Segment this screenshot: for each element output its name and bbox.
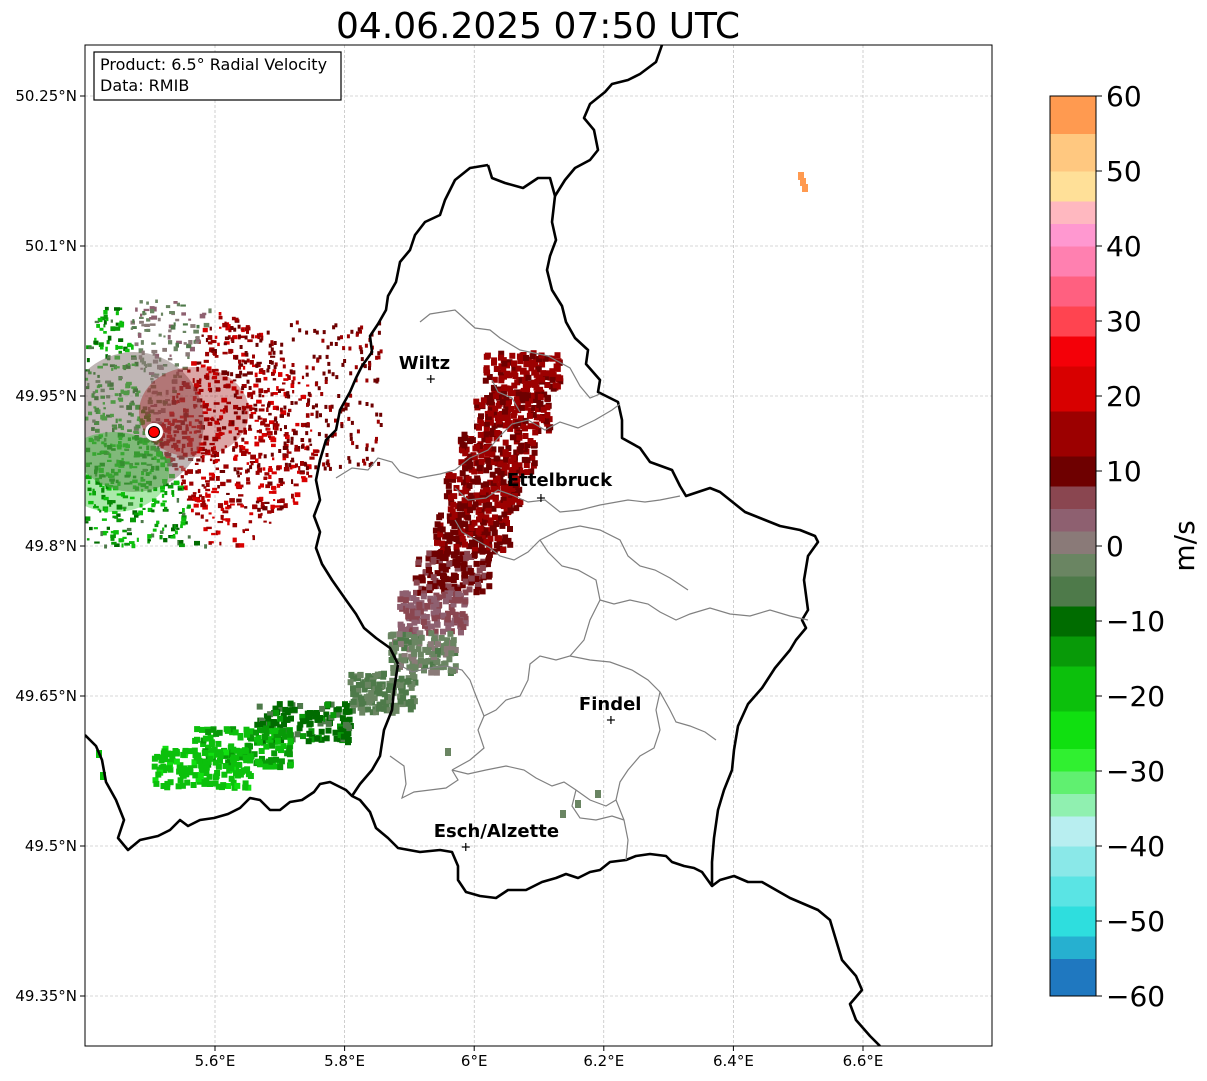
y-tick-label: 49.8°N — [25, 537, 77, 555]
colorbar-segment — [1050, 171, 1096, 202]
colorbar-segment — [1050, 816, 1096, 847]
colorbar-segment — [1050, 906, 1096, 937]
colorbar-tick-label: −40 — [1106, 830, 1165, 863]
colorbar-segment — [1050, 508, 1096, 532]
x-tick-label: 6.2°E — [583, 1052, 624, 1070]
y-tick-label: 50.25°N — [15, 87, 77, 105]
city-ettelbruck: Ettelbruck — [507, 470, 613, 502]
chart-title: 04.06.2025 07:50 UTC — [336, 6, 740, 47]
colorbar-segment — [1050, 133, 1096, 172]
x-tick-label: 5.6°E — [195, 1052, 236, 1070]
colorbar-segment — [1050, 606, 1096, 637]
colorbar-segment — [1050, 201, 1096, 224]
colorbar-segment — [1050, 576, 1096, 607]
colorbar-segment — [1050, 276, 1096, 307]
y-axis-ticks: 50.25°N 50.1°N 49.95°N 49.8°N 49.65°N 49.5°N 4… — [15, 87, 85, 1005]
city-label: Ettelbruck — [507, 470, 613, 491]
colorbar-segment — [1050, 846, 1096, 877]
info-data-source: Data: RMIB — [100, 76, 189, 95]
luxembourg-west-border — [312, 163, 489, 797]
colorbar-segment — [1050, 711, 1096, 749]
y-tick-label: 49.65°N — [15, 687, 77, 705]
colorbar-segment — [1050, 553, 1096, 577]
info-product: Product: 6.5° Radial Velocity — [100, 55, 327, 74]
colorbar-tick-label: −10 — [1106, 605, 1165, 638]
colorbar-tick-label: 40 — [1106, 230, 1142, 263]
colorbar-segment — [1050, 96, 1096, 134]
radar-echoes — [85, 172, 808, 818]
colorbar: 60 50 40 30 20 10 0 −10 −20 −30 −40 −50 −60 m/s — [1049, 80, 1201, 1013]
colorbar-tick-label: 50 — [1106, 155, 1142, 188]
colorbar-unit: m/s — [1168, 520, 1201, 571]
colorbar-segment — [1050, 306, 1096, 337]
colorbar-segment — [1050, 771, 1096, 794]
colorbar-segment — [1050, 456, 1096, 487]
colorbar-segment — [1050, 958, 1096, 997]
german-border-north — [553, 45, 664, 197]
colorbar-segment — [1050, 531, 1096, 554]
colorbar-segment — [1050, 223, 1096, 247]
city-labels: Wiltz Ettelbruck Findel Esch/Alzette — [399, 353, 642, 851]
x-tick-label: 6°E — [461, 1052, 488, 1070]
colorbar-tick-label: 30 — [1106, 305, 1142, 338]
colorbar-segment — [1050, 793, 1096, 817]
radar-site-marker — [145, 423, 163, 441]
echo-near-radar — [85, 299, 383, 549]
colorbar-tick-label: 10 — [1106, 455, 1142, 488]
colorbar-segment — [1050, 411, 1096, 457]
colorbar-tick-label: 20 — [1106, 380, 1142, 413]
colorbar-segment — [1050, 876, 1096, 907]
x-tick-label: 6.6°E — [843, 1052, 884, 1070]
city-label: Esch/Alzette — [434, 821, 559, 842]
colorbar-segment — [1050, 936, 1096, 959]
colorbar-segment — [1050, 666, 1096, 712]
city-wiltz: Wiltz — [399, 353, 450, 383]
y-tick-label: 49.5°N — [25, 837, 77, 855]
city-label: Wiltz — [399, 353, 450, 374]
colorbar-ticks: 60 50 40 30 20 10 0 −10 −20 −30 −40 −50 −60 — [1096, 80, 1165, 1013]
colorbar-segment — [1050, 336, 1096, 367]
country-borders — [85, 45, 881, 1046]
colorbar-segment — [1050, 366, 1096, 412]
luxembourg-border — [85, 164, 820, 900]
colorbar-segments — [1050, 96, 1096, 997]
colorbar-tick-label: −30 — [1106, 755, 1165, 788]
x-axis-ticks: 5.6°E 5.8°E 6°E 6.2°E 6.4°E 6.6°E — [195, 1046, 884, 1070]
map-area: Wiltz Ettelbruck Findel Esch/Alzette Produc… — [15, 44, 993, 1070]
city-label: Findel — [579, 694, 642, 715]
colorbar-tick-label: 0 — [1106, 530, 1124, 563]
colorbar-tick-label: −60 — [1106, 980, 1165, 1013]
colorbar-tick-label: −20 — [1106, 680, 1165, 713]
canton-borders — [335, 309, 809, 861]
german-border-south — [711, 874, 881, 1046]
city-findel: Findel — [579, 694, 642, 724]
y-tick-label: 49.95°N — [15, 387, 77, 405]
colorbar-segment — [1050, 748, 1096, 772]
info-box: Product: 6.5° Radial Velocity Data: RMIB — [93, 51, 342, 101]
y-tick-label: 50.1°N — [25, 237, 77, 255]
colorbar-segment — [1050, 486, 1096, 509]
y-tick-label: 49.35°N — [15, 987, 77, 1005]
city-esch-alzette: Esch/Alzette — [434, 821, 559, 851]
colorbar-segment — [1050, 636, 1096, 667]
x-tick-label: 5.8°E — [324, 1052, 365, 1070]
colorbar-tick-label: −50 — [1106, 905, 1165, 938]
colorbar-segment — [1050, 246, 1096, 277]
colorbar-tick-label: 60 — [1106, 80, 1142, 113]
x-tick-label: 6.4°E — [713, 1052, 754, 1070]
